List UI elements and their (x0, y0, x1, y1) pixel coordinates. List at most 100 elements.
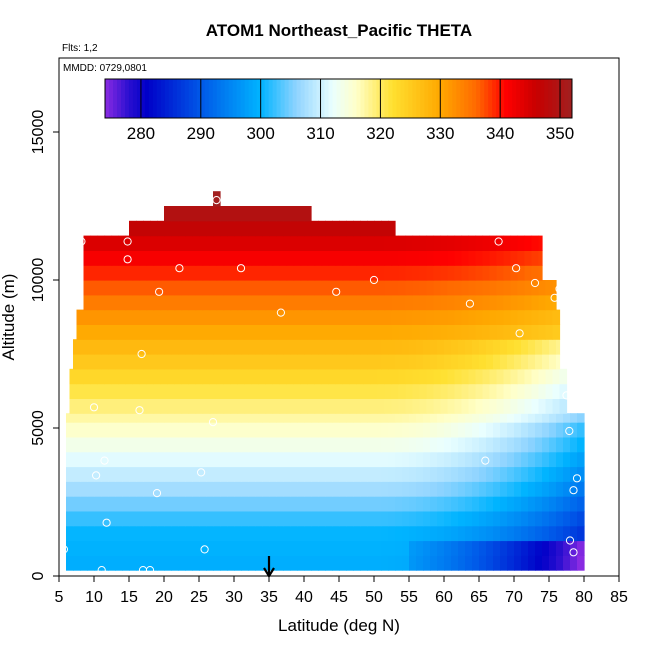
heatmap-cell-1615 (377, 235, 386, 251)
heatmap-cell-491 (395, 466, 403, 482)
heatmap-cell-1361 (475, 294, 484, 311)
heatmap-cell-280 (472, 510, 480, 527)
heatmap-cell-1548 (370, 250, 379, 266)
heatmap-cell-349 (437, 496, 445, 512)
heatmap-cell-455 (143, 466, 151, 482)
heatmap-cell-185 (325, 525, 333, 542)
heatmap-cell-997 (356, 368, 365, 385)
heatmap-cell-918 (300, 383, 309, 399)
heatmap-cell-171 (227, 525, 235, 542)
heatmap-cell-371 (73, 481, 81, 497)
heatmap-cell-1669 (339, 220, 347, 237)
heatmap-cell-1445 (111, 265, 120, 281)
heatmap-cell-705 (339, 422, 347, 438)
heatmap-cell-1212 (391, 324, 400, 340)
heatmap-cell-1681 (192, 206, 200, 222)
heatmap-cell-626 (304, 436, 312, 453)
heatmap-cell-440 (556, 481, 564, 497)
heatmap-cell-1229 (510, 324, 519, 340)
heatmap-cell-1691 (262, 206, 270, 222)
heatmap-cell-900 (174, 383, 183, 399)
heatmap-cell-857 (370, 398, 379, 414)
heatmap-cell-721 (451, 422, 459, 438)
heatmap-cell-921 (321, 383, 330, 399)
heatmap-cell-357 (493, 496, 501, 512)
heatmap-cell-13 (157, 555, 165, 571)
heatmap-cell-1164 (542, 339, 550, 355)
heatmap-cell-418 (402, 481, 410, 497)
heatmap-cell-1356 (440, 294, 449, 311)
heatmap-cell-1269 (307, 309, 316, 325)
heatmap-cell-473 (269, 466, 277, 482)
heatmap-cell-1639 (129, 220, 137, 237)
colorbar-swatch-72 (392, 79, 397, 118)
heatmap-cell-1311 (125, 294, 134, 311)
heatmap-cell-1240 (104, 309, 113, 325)
heatmap-cell-749 (129, 413, 137, 423)
heatmap-cell-304 (122, 496, 130, 512)
colorbar-swatch-5 (124, 79, 130, 118)
heatmap-cell-572 (444, 451, 452, 468)
heatmap-cell-296 (66, 496, 74, 512)
heatmap-cell-1163 (535, 339, 543, 355)
heatmap-cell-1287 (433, 309, 442, 325)
colorbar-swatch-71 (388, 79, 393, 118)
heatmap-cell-1563 (475, 250, 484, 266)
heatmap-cell-199 (423, 525, 431, 542)
heatmap-cell-469 (241, 466, 249, 482)
heatmap-cell-73 (577, 555, 585, 571)
heatmap-cell-248 (248, 510, 256, 527)
colorbar-swatch-105 (524, 79, 529, 118)
heatmap-cell-1581 (139, 235, 148, 251)
heatmap-cell-836 (223, 398, 232, 414)
heatmap-cell-376 (108, 481, 116, 497)
heatmap-cell-1165 (549, 339, 557, 355)
heatmap-cell-287 (521, 510, 529, 527)
heatmap-cell-347 (423, 496, 431, 512)
heatmap-cell-26 (248, 555, 256, 571)
observation-point-18 (123, 255, 132, 264)
heatmap-cell-1284 (412, 309, 421, 325)
heatmap-cell-1173 (118, 324, 127, 340)
heatmap-cell-24 (234, 555, 242, 571)
heatmap-cell-342 (388, 496, 396, 512)
heatmap-cell-809 (549, 413, 557, 423)
heatmap-cell-650 (472, 436, 480, 453)
heatmap-cell-247 (241, 510, 249, 527)
colorbar-swatch-66 (368, 79, 373, 118)
observation-point-3 (89, 403, 99, 412)
heatmap-cell-1320 (188, 294, 197, 311)
heatmap-cell-438 (542, 481, 550, 497)
heatmap-cell-359 (507, 496, 515, 512)
heatmap-cell-1057 (283, 354, 291, 370)
heatmap-cell-315 (199, 496, 207, 512)
heatmap-cell-1184 (195, 324, 204, 340)
heatmap-cell-783 (367, 413, 375, 423)
heatmap-cell-162 (164, 525, 172, 542)
heatmap-cell-1214 (405, 324, 414, 340)
colorbar-swatch-91 (468, 79, 473, 118)
heatmap-cell-1014 (475, 368, 484, 385)
heatmap-cell-1306 (90, 294, 99, 311)
heatmap-cell-1205 (342, 324, 351, 340)
heatmap-cell-36 (318, 555, 326, 571)
heatmap-cell-698 (290, 422, 298, 438)
heatmap-cell-996 (349, 368, 358, 385)
heatmap-cell-59 (479, 555, 487, 571)
heatmap-cell-875 (496, 398, 505, 414)
heatmap-cell-366 (556, 496, 564, 512)
heatmap-cell-732 (528, 422, 536, 438)
heatmap-cell-1392 (216, 280, 225, 296)
heatmap-cell-72 (570, 555, 578, 571)
heatmap-cell-1510 (104, 250, 113, 266)
heatmap-cell-2 (80, 555, 88, 571)
heatmap-cell-1008 (433, 368, 442, 385)
heatmap-cell-1010 (447, 368, 456, 385)
heatmap-cell-338 (360, 496, 368, 512)
heatmap-cell-339 (367, 496, 375, 512)
heatmap-cell-1097 (73, 339, 81, 355)
heatmap-cell-1282 (398, 309, 407, 325)
heatmap-cell-1427 (461, 280, 470, 296)
colorbar-swatch-3 (116, 79, 122, 118)
heatmap-cell-382 (150, 481, 158, 497)
